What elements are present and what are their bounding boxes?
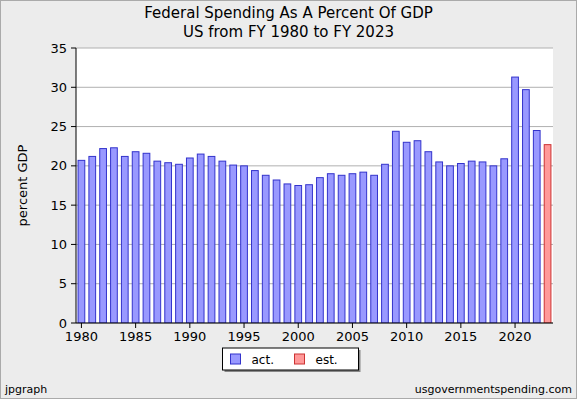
x-tick [81,323,82,328]
bar [414,141,421,323]
subtitle: US from FY 1980 to FY 2023 [183,23,394,41]
bar [338,175,345,323]
y-tick [71,283,76,284]
x-tick [352,323,353,328]
x-tick [135,323,136,328]
chart: 0510152025303519801985199019952000200520… [0,0,577,399]
bar [143,153,150,323]
x-tick [244,323,245,328]
y-tick-label: 10 [50,237,67,252]
x-tick [460,323,461,328]
bar [371,175,378,323]
bar [447,166,454,323]
y-tick-label: 20 [50,158,67,173]
bar [219,161,226,323]
grid-line [76,87,553,88]
bar [349,174,356,323]
x-tick [298,323,299,328]
bar [273,180,280,323]
bar [241,166,248,323]
bar [154,161,161,323]
y-tick [71,244,76,245]
bar [327,174,334,323]
x-tick-label: 2020 [499,329,532,344]
y-tick-label: 5 [59,276,67,291]
legend-label: est. [316,353,338,367]
x-tick-label: 1990 [173,329,206,344]
bar [89,156,96,323]
x-tick-label: 2015 [444,329,477,344]
bar [360,172,367,323]
x-tick-label: 2005 [336,329,369,344]
x-tick-label: 2010 [390,329,423,344]
grid-line [76,48,553,49]
bar [165,163,172,323]
bar [100,149,107,323]
legend [223,348,359,370]
y-tick-label: 30 [50,80,67,95]
x-tick [189,323,190,328]
bar [501,159,508,323]
bar [197,154,204,323]
x-tick-label: 1995 [227,329,260,344]
bar [111,148,118,323]
bar [382,164,389,323]
page: {"chart_data": { "type": "bar", "title":… [0,0,577,399]
y-tick-label: 15 [50,198,67,213]
y-tick [71,165,76,166]
bar [533,131,540,324]
legend-swatch [231,354,241,364]
x-tick-label: 1985 [119,329,152,344]
bar [544,145,551,323]
bar [132,152,139,323]
y-tick [71,126,76,127]
bar [262,175,269,323]
bar [78,160,85,323]
legend-label: act. [252,353,274,367]
bar [317,178,324,323]
bar [425,152,432,323]
bar [468,161,475,323]
title: Federal Spending As A Percent Of GDP [144,4,433,22]
bar [186,158,193,323]
y-tick-label: 25 [50,119,67,134]
bar [121,156,128,323]
x-tick-label: 1980 [65,329,98,344]
bar [252,171,259,323]
bar [284,184,291,323]
bar [523,90,530,323]
bar [512,77,519,323]
bar [457,164,464,324]
y-axis-label: percent GDP [15,144,30,226]
legend-swatch [295,354,305,364]
footer-text: jpgraph [4,383,47,396]
x-tick [406,323,407,328]
bar [295,186,302,324]
footer-text: usgovernmentspending.com [415,383,572,396]
x-axis [76,323,553,324]
outer-border [1,1,577,399]
y-tick-label: 35 [50,41,67,56]
y-axis [76,48,77,323]
bar [392,131,399,323]
grid-line [76,126,553,127]
bar [436,162,443,323]
bar [208,156,215,323]
bar [176,164,183,323]
y-tick [71,205,76,206]
bar [490,166,497,323]
y-tick [71,323,76,324]
y-tick [71,48,76,49]
bars [78,77,551,323]
x-tick [515,323,516,328]
bar [306,185,313,323]
grid-line [76,323,553,324]
bar [230,165,237,323]
y-tick [71,87,76,88]
x-tick-label: 2000 [282,329,315,344]
bar [479,162,486,323]
background [0,0,577,399]
bar [403,142,410,323]
plot-area [76,48,553,323]
